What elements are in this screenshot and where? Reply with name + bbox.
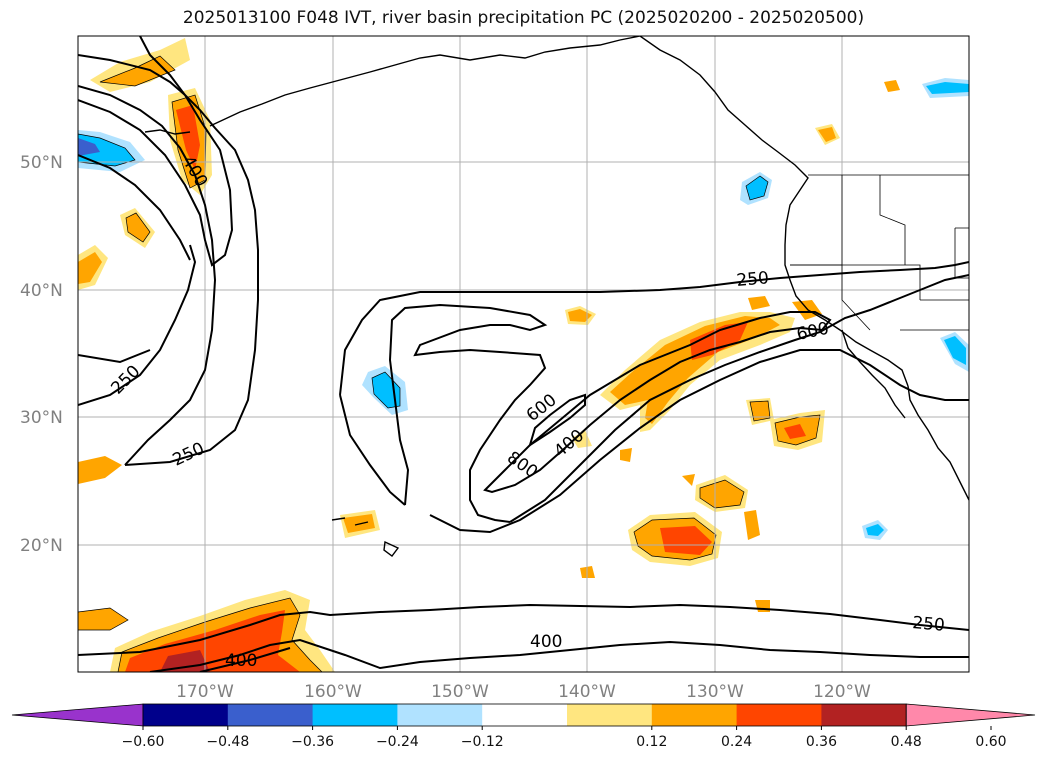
lon-tick: 170°W [176, 682, 234, 702]
colorbar-extend-max [905, 703, 1036, 727]
lon-tick: 120°W [813, 682, 871, 702]
contour-label: 250 [912, 613, 946, 636]
state-borders [790, 174, 969, 331]
colorbar-segment [821, 704, 907, 726]
lat-tick: 50°N [20, 153, 63, 173]
graticule [78, 36, 969, 672]
precip-outlines [78, 55, 821, 672]
colorbar-segment [651, 704, 738, 726]
lat-tick: 40°N [20, 281, 63, 301]
colorbar-tick-label: 0.48 [891, 734, 922, 750]
map-title: 2025013100 F048 IVT, river basin precipi… [182, 8, 865, 28]
colorbar-tick-label: 0.24 [721, 734, 752, 750]
lat-tick-labels: 50°N 40°N 30°N 20°N [20, 153, 63, 556]
lon-tick: 140°W [558, 682, 616, 702]
plot-frame [77, 35, 970, 673]
plot-area: 400 250 250 250 600 800 400 600 250 400 … [78, 36, 969, 672]
contour-label: 250 [736, 268, 770, 291]
colorbar-segment [567, 704, 653, 726]
colorbar-segment [736, 704, 822, 726]
colorbar-segment [482, 704, 568, 726]
lon-tick: 150°W [431, 682, 489, 702]
colorbar-tick-label: −0.60 [122, 734, 165, 750]
lon-tick: 160°W [304, 682, 362, 702]
colorbar-tick-label: 0.36 [806, 734, 837, 750]
contour-label: 400 [225, 651, 257, 671]
colorbar-frame [142, 703, 907, 727]
contour-label: 400 [530, 632, 562, 652]
colorbar-segment [312, 704, 398, 726]
lat-tick: 20°N [20, 536, 63, 556]
lon-tick: 130°W [686, 682, 744, 702]
colorbar-tick-label: −0.12 [461, 734, 504, 750]
colorbar: −0.60 −0.48 −0.36 −0.24 −0.12 0.12 0.24 0.36 0.4… [11, 703, 1036, 750]
colorbar-segment [397, 704, 483, 726]
lon-tick-labels: 170°W 160°W 150°W 140°W 130°W 120°W [176, 682, 871, 702]
colorbar-tick-label: −0.24 [376, 734, 419, 750]
colorbar-tick-label: −0.48 [206, 734, 249, 750]
colorbar-extend-min [11, 703, 144, 727]
colorbar-tick-label: 0.12 [636, 734, 667, 750]
colorbar-tick-label: 0.60 [975, 734, 1006, 750]
ivt-contours [78, 36, 969, 672]
lat-tick: 30°N [20, 408, 63, 428]
colorbar-segment [143, 704, 229, 726]
colorbar-segment [227, 704, 314, 726]
colorbar-tick-label: −0.36 [291, 734, 334, 750]
